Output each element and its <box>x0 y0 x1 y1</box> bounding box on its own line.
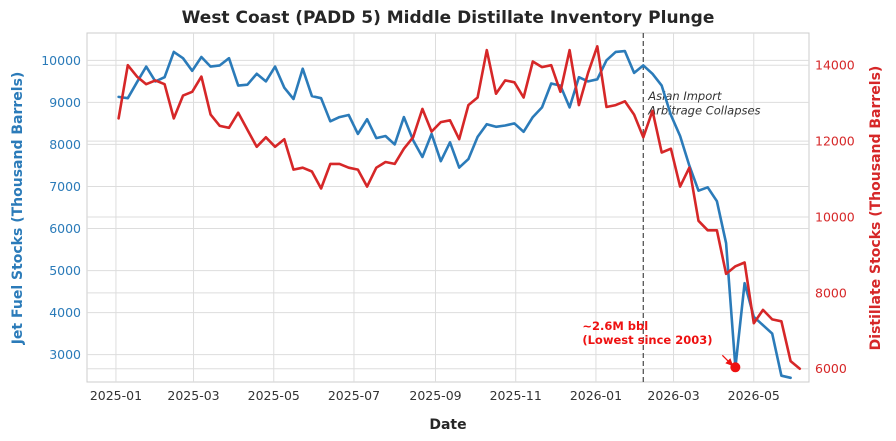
x-axis-label: Date <box>429 417 466 433</box>
y-left-tick-label: 4000 <box>49 305 81 320</box>
y-right-tick-label: 10000 <box>815 209 855 224</box>
y-left-axis-label: Jet Fuel Stocks (Thousand Barrels) <box>10 72 26 346</box>
x-tick-label: 2025-05 <box>248 388 300 403</box>
x-tick-label: 2025-11 <box>490 388 542 403</box>
x-tick-label: 2026-05 <box>728 388 780 403</box>
y-right-tick-label: 6000 <box>815 361 847 376</box>
y-left-tick-label: 8000 <box>49 137 81 152</box>
annotation-layer: ~2.6M bbl (Lowest since 2003) <box>582 319 741 373</box>
x-tick-label: 2025-03 <box>167 388 219 403</box>
y-right-axis-label: Distillate Stocks (Thousand Barrels) <box>868 66 884 351</box>
distillate-series-line <box>117 44 802 371</box>
series-layer <box>117 44 802 380</box>
y-right-tick-label: 8000 <box>815 285 847 300</box>
y-right-tick-label: 12000 <box>815 134 855 149</box>
x-tick-label: 2026-03 <box>647 388 699 403</box>
x-tick-label: 2025-09 <box>409 388 461 403</box>
y-left-tick-label: 10000 <box>41 53 81 68</box>
y-left-tick-label: 5000 <box>49 263 81 278</box>
y-left-tick-label: 9000 <box>49 95 81 110</box>
y-left-tick-label: 6000 <box>49 221 81 236</box>
low-point-label: ~2.6M bbl (Lowest since 2003) <box>582 319 712 347</box>
y-left-tick-label: 3000 <box>49 347 81 362</box>
jet-fuel-series-line <box>117 49 792 380</box>
left-tick-labels: 3000 4000 5000 6000 7000 8000 9000 10000 <box>41 53 81 362</box>
chart-title: West Coast (PADD 5) Middle Distillate In… <box>182 8 715 28</box>
grid-layer <box>87 33 809 382</box>
right-tick-labels: 6000 8000 10000 12000 14000 <box>815 58 855 376</box>
event-layer: Asian Import Arbitrage Collapses <box>642 33 761 382</box>
low-point-marker <box>730 362 741 373</box>
x-tick-label: 2025-01 <box>90 388 142 403</box>
y-left-tick-label: 7000 <box>49 179 81 194</box>
x-tick-label: 2025-07 <box>328 388 380 403</box>
plot-area <box>86 32 810 383</box>
x-tick-label: 2026-01 <box>570 388 622 403</box>
y-right-tick-label: 14000 <box>815 58 855 73</box>
x-tick-labels: 2025-01 2025-03 2025-05 2025-07 2025-09 2025-… <box>90 388 780 403</box>
